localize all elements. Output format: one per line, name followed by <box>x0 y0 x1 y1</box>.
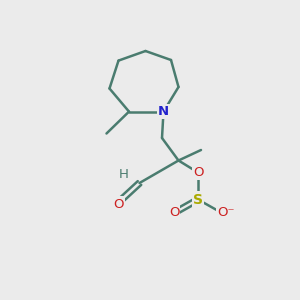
Text: O: O <box>169 206 179 220</box>
Text: O: O <box>193 166 203 179</box>
Text: O: O <box>113 197 124 211</box>
Text: O⁻: O⁻ <box>217 206 234 220</box>
Text: H: H <box>119 168 129 181</box>
Text: S: S <box>193 193 203 206</box>
Text: N: N <box>158 105 169 118</box>
